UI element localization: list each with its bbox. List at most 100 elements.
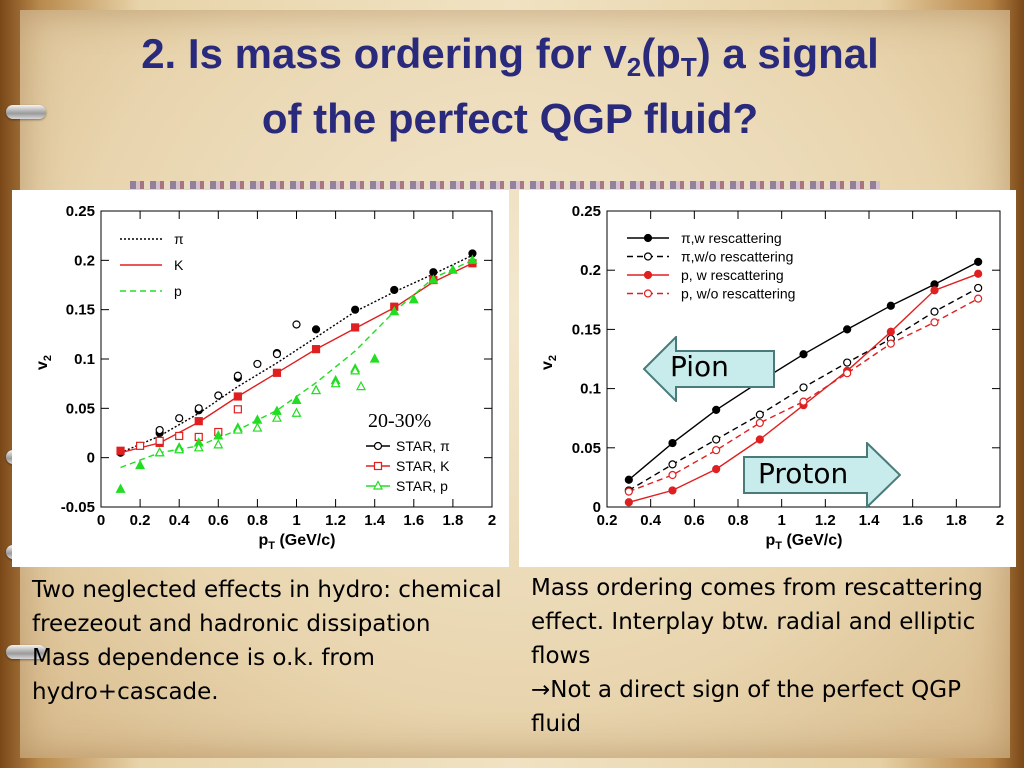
data-point	[135, 441, 145, 450]
x-tick-label: 2	[996, 512, 1004, 529]
y-tick-label: 0.25	[66, 203, 95, 220]
title-line-1: 2. Is mass ordering for v2(pT) a signal	[40, 28, 980, 93]
data-point	[175, 431, 184, 441]
pion-label: Pion	[670, 350, 729, 383]
data-point	[233, 405, 242, 414]
legend-label: STAR, K	[396, 458, 450, 474]
data-point	[390, 285, 399, 295]
data-point	[311, 345, 321, 354]
data-point	[668, 470, 677, 480]
legend-marker	[373, 441, 383, 451]
x-tick-label: 0.8	[728, 512, 749, 529]
legend-marker	[643, 270, 653, 280]
data-point	[843, 358, 852, 367]
legend-label: p, w rescattering	[681, 267, 784, 283]
data-point	[194, 404, 203, 413]
left-text-block: Two neglected effects in hydro: chemical…	[32, 573, 502, 709]
y-tick-label: 0.05	[572, 440, 601, 457]
data-point	[886, 339, 895, 348]
data-point	[930, 307, 939, 316]
y-tick-label: 0	[87, 450, 95, 467]
x-tick-label: 1.2	[325, 512, 346, 529]
x-tick-label: 1.6	[902, 512, 923, 529]
right-chart-frame	[606, 210, 1001, 508]
x-tick-label: 1.4	[859, 512, 881, 529]
data-point	[155, 425, 164, 435]
data-point	[272, 349, 282, 359]
x-tick-label: 0.4	[169, 512, 191, 529]
x-tick-label: 1.2	[815, 512, 836, 529]
data-point	[330, 377, 341, 388]
binder-ring	[6, 105, 46, 119]
legend-marker	[373, 480, 383, 490]
data-point	[213, 430, 224, 440]
y-tick-label: -0.05	[61, 499, 95, 516]
y-tick-label: 0.2	[580, 262, 601, 279]
data-point	[843, 325, 852, 334]
data-point	[194, 417, 203, 426]
data-point	[213, 439, 224, 449]
x-tick-label: 0.6	[684, 512, 705, 529]
title-subscript: T	[680, 52, 697, 82]
data-point	[668, 486, 677, 495]
data-point	[712, 405, 721, 415]
data-point	[154, 446, 165, 457]
data-point	[311, 384, 322, 395]
data-point	[292, 320, 301, 329]
data-point	[668, 460, 677, 469]
binder-ring	[6, 645, 46, 659]
proton-label: Proton	[758, 457, 849, 490]
data-point	[233, 392, 242, 401]
data-point	[428, 274, 439, 284]
title-text: (p	[641, 30, 681, 77]
data-point	[886, 327, 895, 336]
data-point	[350, 365, 361, 375]
right-text-block: Mass ordering comes from rescattering ef…	[531, 571, 1016, 741]
y-axis-label: v2	[34, 355, 54, 370]
legend-label: π,w rescattering	[681, 230, 782, 246]
data-point	[389, 305, 400, 316]
data-point	[369, 353, 380, 363]
title-subscript: 2	[626, 52, 642, 82]
data-point	[447, 264, 458, 274]
legend-label: STAR, p	[396, 478, 448, 494]
data-point	[214, 391, 223, 400]
data-point	[252, 414, 263, 424]
left-chart-panel: 0 0.2 0.4 0.6 0.8 1 1.2 1.4 1.6 1.8 2 -0.05 0 0.05 0.1…	[12, 190, 509, 567]
x-tick-label: 1.6	[403, 512, 424, 529]
x-tick-label: 0.2	[597, 512, 618, 529]
data-point	[712, 446, 721, 455]
data-point	[624, 487, 633, 496]
data-point	[974, 257, 983, 267]
y-tick-label: 0.05	[66, 400, 95, 417]
data-point	[115, 483, 126, 493]
data-point	[467, 254, 478, 264]
y-tick-label: 0.1	[74, 351, 95, 368]
data-point	[974, 294, 983, 303]
data-point	[253, 359, 262, 369]
x-tick-label: 1.8	[442, 512, 463, 529]
legend-marker	[373, 461, 383, 471]
x-tick-label: 0.8	[247, 512, 268, 529]
hydro-curve-π	[120, 254, 473, 454]
right-text-paragraph: Mass ordering comes from rescattering ef…	[531, 575, 983, 669]
left-text-paragraph: Two neglected effects in hydro: chemical…	[32, 577, 502, 637]
data-point	[291, 407, 302, 417]
legend-marker	[643, 233, 653, 243]
x-tick-label: 1.4	[364, 512, 386, 529]
y-tick-label: 0.15	[66, 302, 95, 319]
series-line	[628, 297, 979, 493]
left-text-paragraph: Mass dependence is o.k. from hydro+casca…	[32, 645, 375, 705]
data-point	[930, 286, 939, 295]
pion-arrow	[643, 336, 775, 402]
legend-label: K	[174, 257, 184, 273]
data-point	[175, 414, 184, 423]
data-point	[624, 475, 633, 484]
data-point	[930, 318, 939, 327]
data-point	[232, 424, 243, 434]
data-point	[712, 465, 721, 474]
right-chart: 0.2 0.4 0.6 0.8 1 1.2 1.4 1.6 1.8 2 0 0.05 0.1 0.15 0.…	[539, 203, 1004, 552]
legend-marker	[643, 289, 653, 298]
data-point	[356, 380, 367, 391]
legend-label: p	[174, 283, 182, 299]
